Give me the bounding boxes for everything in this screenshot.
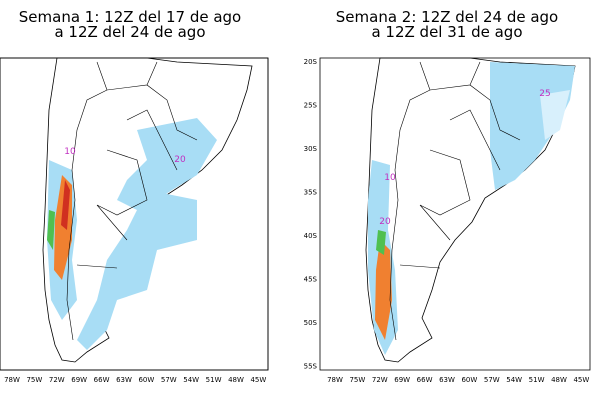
precip-max bbox=[375, 240, 392, 340]
lon-label: 60W bbox=[461, 376, 477, 384]
lon-label: 51W bbox=[529, 376, 545, 384]
lon-label: 48W bbox=[551, 376, 567, 384]
lon-label: 63W bbox=[116, 376, 132, 384]
panel-title: Semana 1: 12Z del 17 de ago bbox=[19, 8, 241, 26]
panel-title: Semana 2: 12Z del 24 de ago bbox=[336, 8, 558, 26]
lon-label: 63W bbox=[439, 376, 455, 384]
contour-label: 10 bbox=[64, 147, 76, 157]
precip-area bbox=[77, 190, 197, 350]
contour-label: 10 bbox=[384, 173, 396, 183]
lon-label: 48W bbox=[228, 376, 244, 384]
contour-label: 25 bbox=[539, 89, 550, 99]
precip-area bbox=[117, 118, 217, 210]
lon-label: 78W bbox=[327, 376, 343, 384]
lon-label: 45W bbox=[250, 376, 266, 384]
precip-area bbox=[490, 62, 575, 190]
contour-label: 20 bbox=[174, 155, 186, 165]
lon-label: 66W bbox=[417, 376, 433, 384]
lat-label: 40S bbox=[304, 232, 318, 240]
lon-label: 75W bbox=[26, 376, 42, 384]
map-land bbox=[365, 57, 576, 363]
contour-label: 20 bbox=[379, 217, 391, 227]
lat-label: 50S bbox=[304, 319, 318, 327]
lon-label: 51W bbox=[206, 376, 222, 384]
lon-label: 60W bbox=[138, 376, 154, 384]
lon-label: 69W bbox=[394, 376, 410, 384]
lon-label: 57W bbox=[484, 376, 500, 384]
precip-area bbox=[376, 230, 386, 255]
lon-label: 72W bbox=[49, 376, 65, 384]
precip-area bbox=[540, 90, 570, 140]
lon-label: 57W bbox=[161, 376, 177, 384]
lon-label: 69W bbox=[71, 376, 87, 384]
lon-label: 54W bbox=[506, 376, 522, 384]
lat-label: 45S bbox=[304, 276, 318, 284]
map-land bbox=[42, 57, 253, 363]
lat-label: 35S bbox=[304, 189, 318, 197]
map-frame bbox=[0, 57, 269, 371]
panel-title: a 12Z del 24 de ago bbox=[54, 23, 205, 41]
panel-1 bbox=[0, 57, 269, 371]
lat-label: 55S bbox=[304, 363, 318, 371]
lon-label: 66W bbox=[94, 376, 110, 384]
lat-label: 20S bbox=[304, 58, 318, 66]
panel-title: a 12Z del 31 de ago bbox=[371, 23, 522, 41]
precip-area bbox=[47, 210, 55, 250]
precip-max bbox=[61, 180, 70, 230]
panel-2 bbox=[319, 57, 591, 371]
lon-label: 78W bbox=[4, 376, 20, 384]
lon-label: 72W bbox=[372, 376, 388, 384]
lon-label: 45W bbox=[573, 376, 589, 384]
lon-label: 54W bbox=[183, 376, 199, 384]
map-frame bbox=[319, 57, 591, 371]
lat-label: 30S bbox=[304, 145, 318, 153]
lon-label: 75W bbox=[349, 376, 365, 384]
lat-label: 25S bbox=[304, 102, 318, 110]
